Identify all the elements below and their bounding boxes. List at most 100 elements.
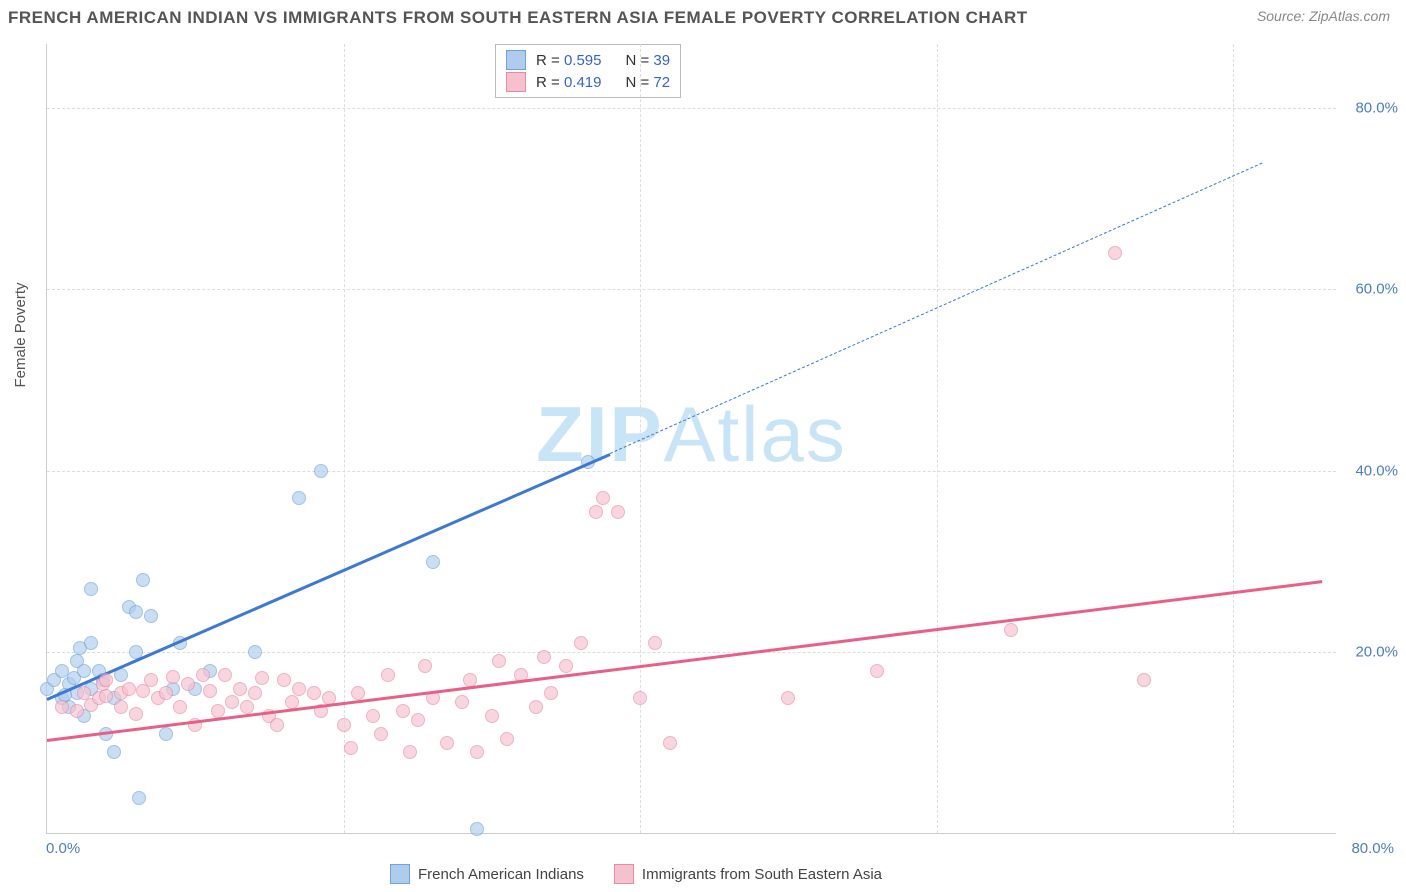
data-point <box>173 700 187 714</box>
watermark-bold: ZIP <box>536 389 663 477</box>
data-point <box>129 605 143 619</box>
data-point <box>544 686 558 700</box>
data-point <box>492 654 506 668</box>
vgridline <box>344 44 345 833</box>
data-point <box>1137 673 1151 687</box>
x-tick-label: 0.0% <box>46 840 80 857</box>
data-point <box>574 636 588 650</box>
data-point <box>440 736 454 750</box>
data-point <box>463 673 477 687</box>
y-tick-label: 60.0% <box>1355 281 1398 298</box>
data-point <box>781 691 795 705</box>
data-point <box>292 682 306 696</box>
data-point <box>144 673 158 687</box>
data-point <box>1004 623 1018 637</box>
chart-plot-area: ZIPAtlas R = 0.595N = 39R = 0.419N = 72 <box>46 44 1336 834</box>
data-point <box>648 636 662 650</box>
data-point <box>77 664 91 678</box>
y-axis-label: Female Poverty <box>12 282 29 387</box>
chart-title: FRENCH AMERICAN INDIAN VS IMMIGRANTS FRO… <box>8 8 1028 28</box>
data-point <box>99 689 113 703</box>
data-point <box>203 684 217 698</box>
series-legend-item: Immigrants from South Eastern Asia <box>614 864 882 884</box>
legend-row: R = 0.595N = 39 <box>506 49 670 71</box>
data-point <box>240 700 254 714</box>
data-point <box>374 727 388 741</box>
x-tick-label: 80.0% <box>1351 840 1394 857</box>
y-tick-label: 80.0% <box>1355 99 1398 116</box>
data-point <box>381 668 395 682</box>
legend-r: R = 0.419 <box>536 74 601 91</box>
data-point <box>248 645 262 659</box>
hgridline <box>47 471 1336 472</box>
data-point <box>589 505 603 519</box>
series-label: Immigrants from South Eastern Asia <box>642 866 882 883</box>
data-point <box>633 691 647 705</box>
hgridline <box>47 289 1336 290</box>
data-point <box>337 718 351 732</box>
data-point <box>403 745 417 759</box>
data-point <box>107 745 121 759</box>
data-point <box>233 682 247 696</box>
data-point <box>181 677 195 691</box>
legend-swatch <box>506 72 526 92</box>
hgridline <box>47 652 1336 653</box>
source-name: ZipAtlas.com <box>1309 8 1390 24</box>
data-point <box>596 491 610 505</box>
legend-n: N = 39 <box>625 52 670 69</box>
data-point <box>396 704 410 718</box>
trend-line <box>47 580 1323 742</box>
data-point <box>485 709 499 723</box>
data-point <box>255 671 269 685</box>
data-point <box>114 700 128 714</box>
data-point <box>529 700 543 714</box>
y-tick-label: 20.0% <box>1355 644 1398 661</box>
data-point <box>196 668 210 682</box>
correlation-legend: R = 0.595N = 39R = 0.419N = 72 <box>495 44 681 98</box>
watermark-light: Atlas <box>663 389 846 477</box>
data-point <box>426 555 440 569</box>
data-point <box>366 709 380 723</box>
data-point <box>225 695 239 709</box>
data-point <box>455 695 469 709</box>
hgridline <box>47 108 1336 109</box>
data-point <box>1108 246 1122 260</box>
data-point <box>470 822 484 836</box>
legend-swatch <box>614 864 634 884</box>
data-point <box>537 650 551 664</box>
series-legend-item: French American Indians <box>390 864 584 884</box>
data-point <box>500 732 514 746</box>
data-point <box>144 609 158 623</box>
data-point <box>70 704 84 718</box>
data-point <box>559 659 573 673</box>
data-point <box>166 670 180 684</box>
data-point <box>84 636 98 650</box>
data-point <box>248 686 262 700</box>
data-point <box>611 505 625 519</box>
data-point <box>277 673 291 687</box>
vgridline <box>937 44 938 833</box>
y-tick-label: 40.0% <box>1355 462 1398 479</box>
data-point <box>351 686 365 700</box>
data-point <box>870 664 884 678</box>
vgridline <box>1233 44 1234 833</box>
data-point <box>292 491 306 505</box>
source-label: Source: ZipAtlas.com <box>1257 8 1390 24</box>
legend-swatch <box>390 864 410 884</box>
data-point <box>136 573 150 587</box>
trend-line <box>46 453 611 701</box>
legend-row: R = 0.419N = 72 <box>506 71 670 93</box>
data-point <box>411 713 425 727</box>
series-legend: French American Indians Immigrants from S… <box>390 864 882 884</box>
data-point <box>159 686 173 700</box>
data-point <box>418 659 432 673</box>
data-point <box>470 745 484 759</box>
data-point <box>344 741 358 755</box>
data-point <box>129 707 143 721</box>
data-point <box>663 736 677 750</box>
data-point <box>132 791 146 805</box>
source-prefix: Source: <box>1257 8 1309 24</box>
data-point <box>159 727 173 741</box>
data-point <box>307 686 321 700</box>
data-point <box>55 700 69 714</box>
